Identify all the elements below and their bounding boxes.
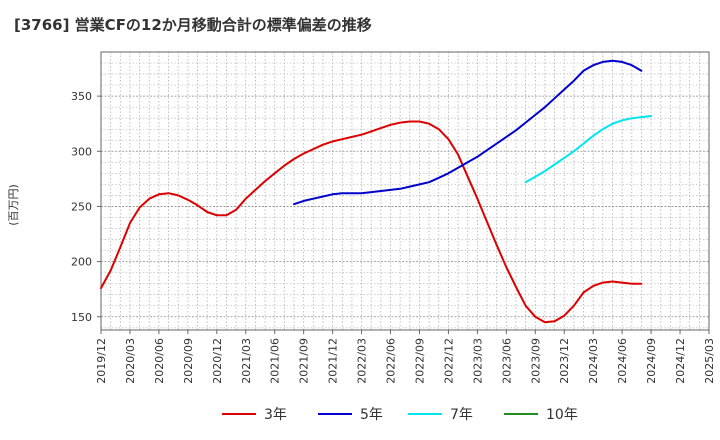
x-tick-label: 2024/06 xyxy=(616,338,629,384)
series-line-3 xyxy=(524,115,653,184)
y-tick-label: 300 xyxy=(71,145,92,158)
x-tick-label: 2020/09 xyxy=(182,338,195,384)
grid-layer xyxy=(100,51,710,330)
x-tick-layer: 2019/12 2020/03 2020/06 2020/09 2020/12 2021/… xyxy=(95,330,716,384)
chart-title: [3766] 営業CFの12か月移動合計の標準偏差の推移 xyxy=(14,16,372,34)
legend-label-1: 3年 xyxy=(264,407,287,423)
x-tick-label: 2024/09 xyxy=(645,338,658,384)
x-tick-label: 2021/06 xyxy=(269,338,282,384)
series-line-1 xyxy=(100,120,643,324)
x-tick-label: 2022/06 xyxy=(385,338,398,384)
plot-frame xyxy=(100,51,710,331)
x-tick-label: 2020/06 xyxy=(153,338,166,384)
x-tick-label: 2024/03 xyxy=(587,338,600,384)
series-layer xyxy=(100,59,653,324)
series-line-2 xyxy=(293,59,643,206)
legend-label-2: 5年 xyxy=(360,407,383,423)
x-tick-label: 2023/12 xyxy=(558,338,571,384)
y-tick-label: 250 xyxy=(71,200,92,213)
legend-label-3: 7年 xyxy=(450,407,473,423)
x-tick-label: 2020/12 xyxy=(211,338,224,384)
legend: 3年 5年 7年 10年 xyxy=(222,407,578,423)
y-tick-label: 350 xyxy=(71,90,92,103)
x-tick-label: 2021/03 xyxy=(240,338,253,384)
y-tick-layer: 150 200 250 300 350 xyxy=(71,90,101,324)
x-tick-label: 2024/12 xyxy=(674,338,687,384)
x-tick-label: 2020/03 xyxy=(124,338,137,384)
x-tick-label: 2021/12 xyxy=(327,338,340,384)
plot-border xyxy=(100,51,710,331)
y-tick-label: 150 xyxy=(71,311,92,324)
x-tick-label: 2022/09 xyxy=(413,338,426,384)
x-tick-label: 2021/09 xyxy=(298,338,311,384)
x-tick-label: 2022/12 xyxy=(442,338,455,384)
x-tick-label: 2023/03 xyxy=(471,338,484,384)
x-tick-label: 2019/12 xyxy=(95,338,108,384)
x-tick-label: 2025/03 xyxy=(703,338,716,384)
x-tick-label: 2023/09 xyxy=(529,338,542,384)
x-tick-label: 2023/06 xyxy=(500,338,513,384)
y-tick-label: 200 xyxy=(71,256,92,269)
x-tick-label: 2022/03 xyxy=(356,338,369,384)
legend-label-4: 10年 xyxy=(546,407,578,423)
